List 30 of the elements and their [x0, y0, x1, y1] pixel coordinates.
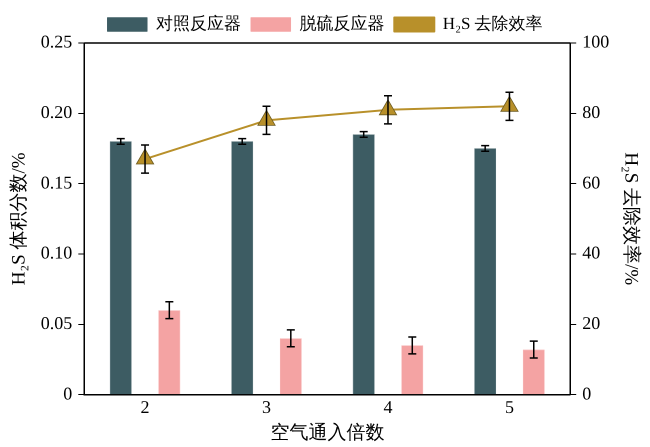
x-axis-title: 空气通入倍数: [270, 422, 384, 444]
y2-tick-label: 60: [582, 172, 600, 192]
bar: [110, 141, 132, 394]
legend-label: 脱硫反应器: [299, 14, 384, 33]
x-tick-label: 4: [383, 397, 392, 418]
x-tick-label: 2: [140, 397, 150, 418]
bar: [280, 338, 302, 394]
y-tick-label: 0.10: [40, 242, 72, 263]
y2-tick-label: 0: [582, 383, 592, 404]
y2-tick-label: 40: [582, 242, 600, 263]
y-axis-title: H₂S 体积分数/%: [8, 152, 30, 286]
y2-axis-title: H₂S 去除效率/%: [620, 152, 643, 286]
bar: [352, 134, 375, 394]
y-tick-label: 0.25: [40, 32, 72, 52]
y2-tick-label: 20: [582, 313, 600, 334]
y-tick-label: 0: [63, 383, 72, 404]
legend-label: H₂S 去除效率: [442, 14, 543, 33]
y-tick-label: 0.15: [40, 172, 72, 192]
bar: [231, 141, 254, 394]
x-tick-label: 3: [262, 397, 272, 418]
legend-label: 对照反应器: [156, 14, 241, 33]
bar: [158, 310, 180, 394]
bar: [474, 148, 496, 394]
y2-tick-label: 80: [582, 102, 600, 122]
y2-tick-label: 100: [582, 32, 610, 52]
y-tick-label: 0.20: [40, 102, 72, 122]
bar: [522, 350, 545, 394]
y-tick-label: 0.05: [40, 313, 72, 334]
bar: [401, 345, 424, 394]
x-tick-label: 5: [504, 397, 514, 418]
